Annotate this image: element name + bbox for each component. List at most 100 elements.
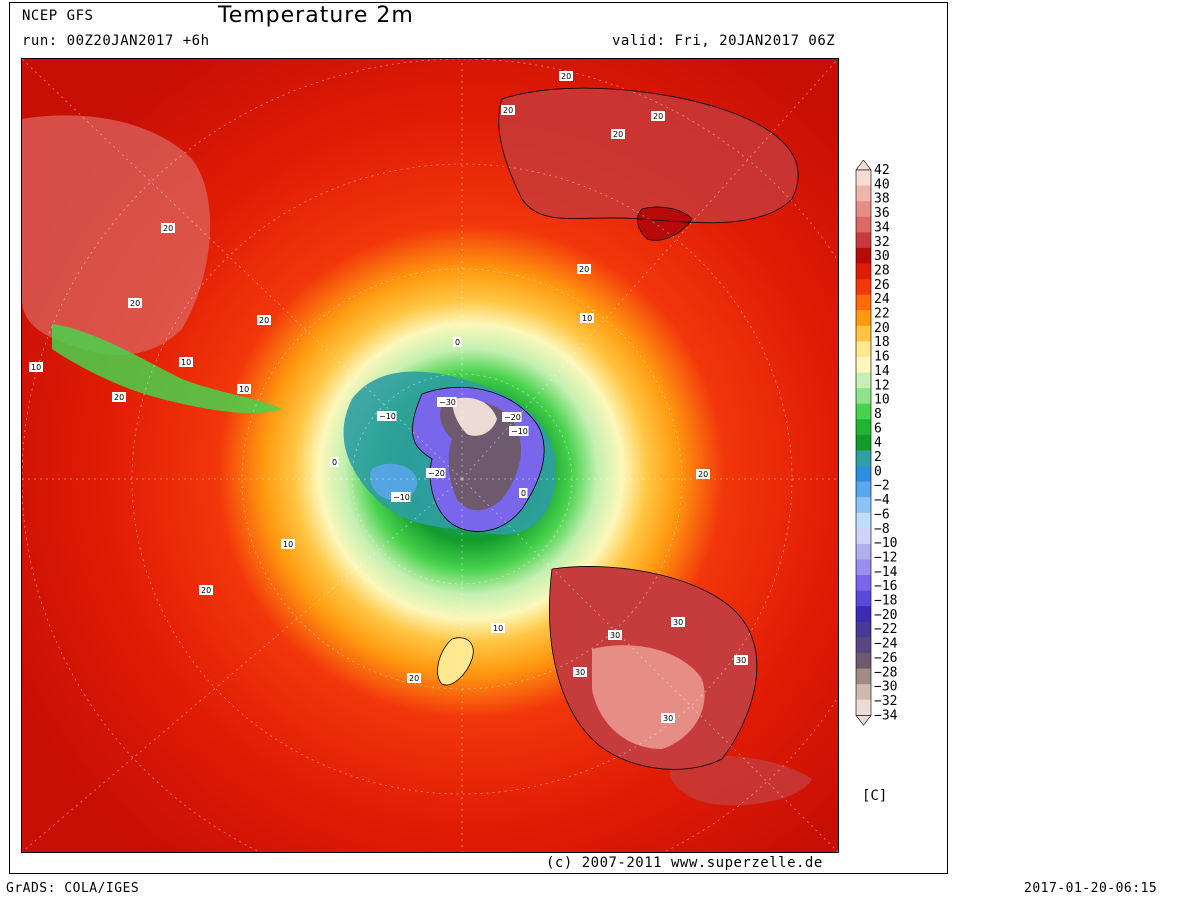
colorbar-swatch [856, 434, 871, 451]
madagascar [637, 207, 692, 241]
colorbar-swatch [856, 621, 871, 638]
contour-label: 10 [181, 358, 191, 367]
contour-label-box [509, 426, 529, 436]
colorbar-swatch [856, 341, 871, 358]
contour-label-box [491, 623, 505, 633]
colorbar-bottom-arrow [855, 714, 872, 726]
colorbar-swatch [856, 543, 871, 560]
contour-label-box [580, 313, 594, 323]
colorbar-label: −10 [874, 536, 897, 551]
contour-label-box [519, 488, 528, 498]
colorbar-swatch [856, 263, 871, 280]
contour-label-box [671, 617, 685, 627]
contour-label-box [651, 111, 665, 121]
colorbar-label: 26 [874, 278, 890, 293]
colorbar-label: 16 [874, 350, 890, 365]
colorbar-swatch [856, 185, 871, 202]
contour-label-box [611, 129, 625, 139]
colorbar-swatch [856, 466, 871, 483]
contour-label: 30 [610, 631, 620, 640]
contour-label-box [161, 223, 175, 233]
colorbar-label: −8 [874, 522, 890, 537]
contour-label-box [501, 105, 515, 115]
colorbar-label: −20 [874, 608, 897, 623]
colorbar-swatch [856, 170, 871, 187]
colorbar-swatch [856, 372, 871, 389]
contour-labels: 20 20 20 20 20 20 20 20 20 20 20 20 10 10 10 10 10 10 0 0 0 −… [29, 71, 748, 723]
colorbar-label: −34 [874, 708, 898, 723]
contour-label-box [407, 673, 421, 683]
contour-label-box [573, 667, 587, 677]
contour-label: 0 [455, 338, 460, 347]
contour-label: 30 [663, 714, 673, 723]
colorbar-swatch [856, 247, 871, 264]
map-svg: 20 20 20 20 20 20 20 20 20 20 20 20 10 10 10 10 10 10 0 0 0 −… [22, 59, 838, 852]
contour-label: 20 [561, 72, 571, 81]
unit-label: [C] [862, 788, 888, 804]
colorbar-label: −18 [874, 594, 897, 609]
contour-label: 20 [163, 224, 173, 233]
colorbar-swatch [856, 419, 871, 436]
software-credit: GrADS: COLA/IGES [6, 881, 140, 896]
contour-label: 20 [653, 112, 663, 121]
colorbar-label: −24 [874, 637, 898, 652]
southern-africa-landmass [498, 88, 799, 223]
contour-label: 10 [31, 363, 41, 372]
contour-label-box [453, 337, 462, 347]
australia-hot-core [592, 645, 705, 749]
colorbar-swatch [856, 481, 871, 498]
colorbar-swatch [856, 590, 871, 607]
colorbar-swatch [856, 279, 871, 296]
colorbar-swatch [856, 201, 871, 218]
contour-label: 20 [503, 106, 513, 115]
contour-label: −10 [379, 412, 396, 421]
colorbar-label: −6 [874, 507, 890, 522]
colorbar-label: 40 [874, 177, 890, 192]
color-legend: 42 40 38 36 34 32 30 28 26 24 22 20 18 16 14 12 10 8 6 4 2 0−… [854, 159, 934, 744]
render-timestamp: 2017-01-20-06:15 [1024, 881, 1158, 896]
valid-time: valid: Fri, 20JAN2017 06Z [612, 33, 836, 49]
colorbar-label: −26 [874, 651, 897, 666]
colorbar-label: 14 [874, 364, 890, 379]
colorbar-swatch [856, 356, 871, 374]
colorbar-label: −14 [874, 565, 898, 580]
colorbar-swatch [856, 310, 871, 327]
colorbar-swatch [856, 216, 871, 233]
contour-label-box [608, 630, 622, 640]
indonesia-islands [669, 755, 812, 806]
colorbar-label: −32 [874, 694, 897, 709]
contour-label: 10 [239, 385, 249, 394]
colorbar-label: 12 [874, 378, 890, 393]
contour-label-box [734, 655, 748, 665]
andes-cool-strip [52, 324, 282, 414]
colorbar-label: 0 [874, 464, 882, 479]
colorbar-label: 42 [874, 163, 890, 178]
colorbar-label: −4 [874, 493, 890, 508]
colorbar-swatch [856, 606, 871, 623]
contour-label-box [577, 264, 591, 274]
contour-label-box [426, 468, 446, 478]
contour-label-box [199, 585, 213, 595]
contour-label: 30 [575, 668, 585, 677]
contour-label-box [128, 298, 142, 308]
colorbar-label: 30 [874, 249, 890, 264]
new-zealand [437, 637, 474, 685]
contour-label-box [330, 457, 339, 467]
contour-label: 20 [613, 130, 623, 139]
colorbar-svg: 424038363432302826242220181614121086420−… [855, 159, 898, 726]
antarctic-plateau-core [452, 397, 497, 436]
contour-label-box [257, 315, 271, 325]
contour-label: 20 [130, 299, 140, 308]
contour-label: 20 [409, 674, 419, 683]
contour-label: −20 [428, 469, 445, 478]
colorbar-label: 24 [874, 292, 890, 307]
colorbar-label: 8 [874, 407, 882, 422]
contour-label: 10 [493, 624, 503, 633]
antarctic-peninsula-zone [370, 463, 418, 501]
temperature-map: 20 20 20 20 20 20 20 20 20 20 20 20 10 10 10 10 10 10 0 0 0 −… [21, 58, 839, 853]
colorbar-label: −2 [874, 479, 890, 494]
contour-label-box [112, 392, 126, 402]
copyright-text: (c) 2007-2011 www.superzelle.de [546, 855, 823, 871]
colorbar-label: 2 [874, 450, 882, 465]
colorbar-top-arrow [855, 159, 872, 171]
